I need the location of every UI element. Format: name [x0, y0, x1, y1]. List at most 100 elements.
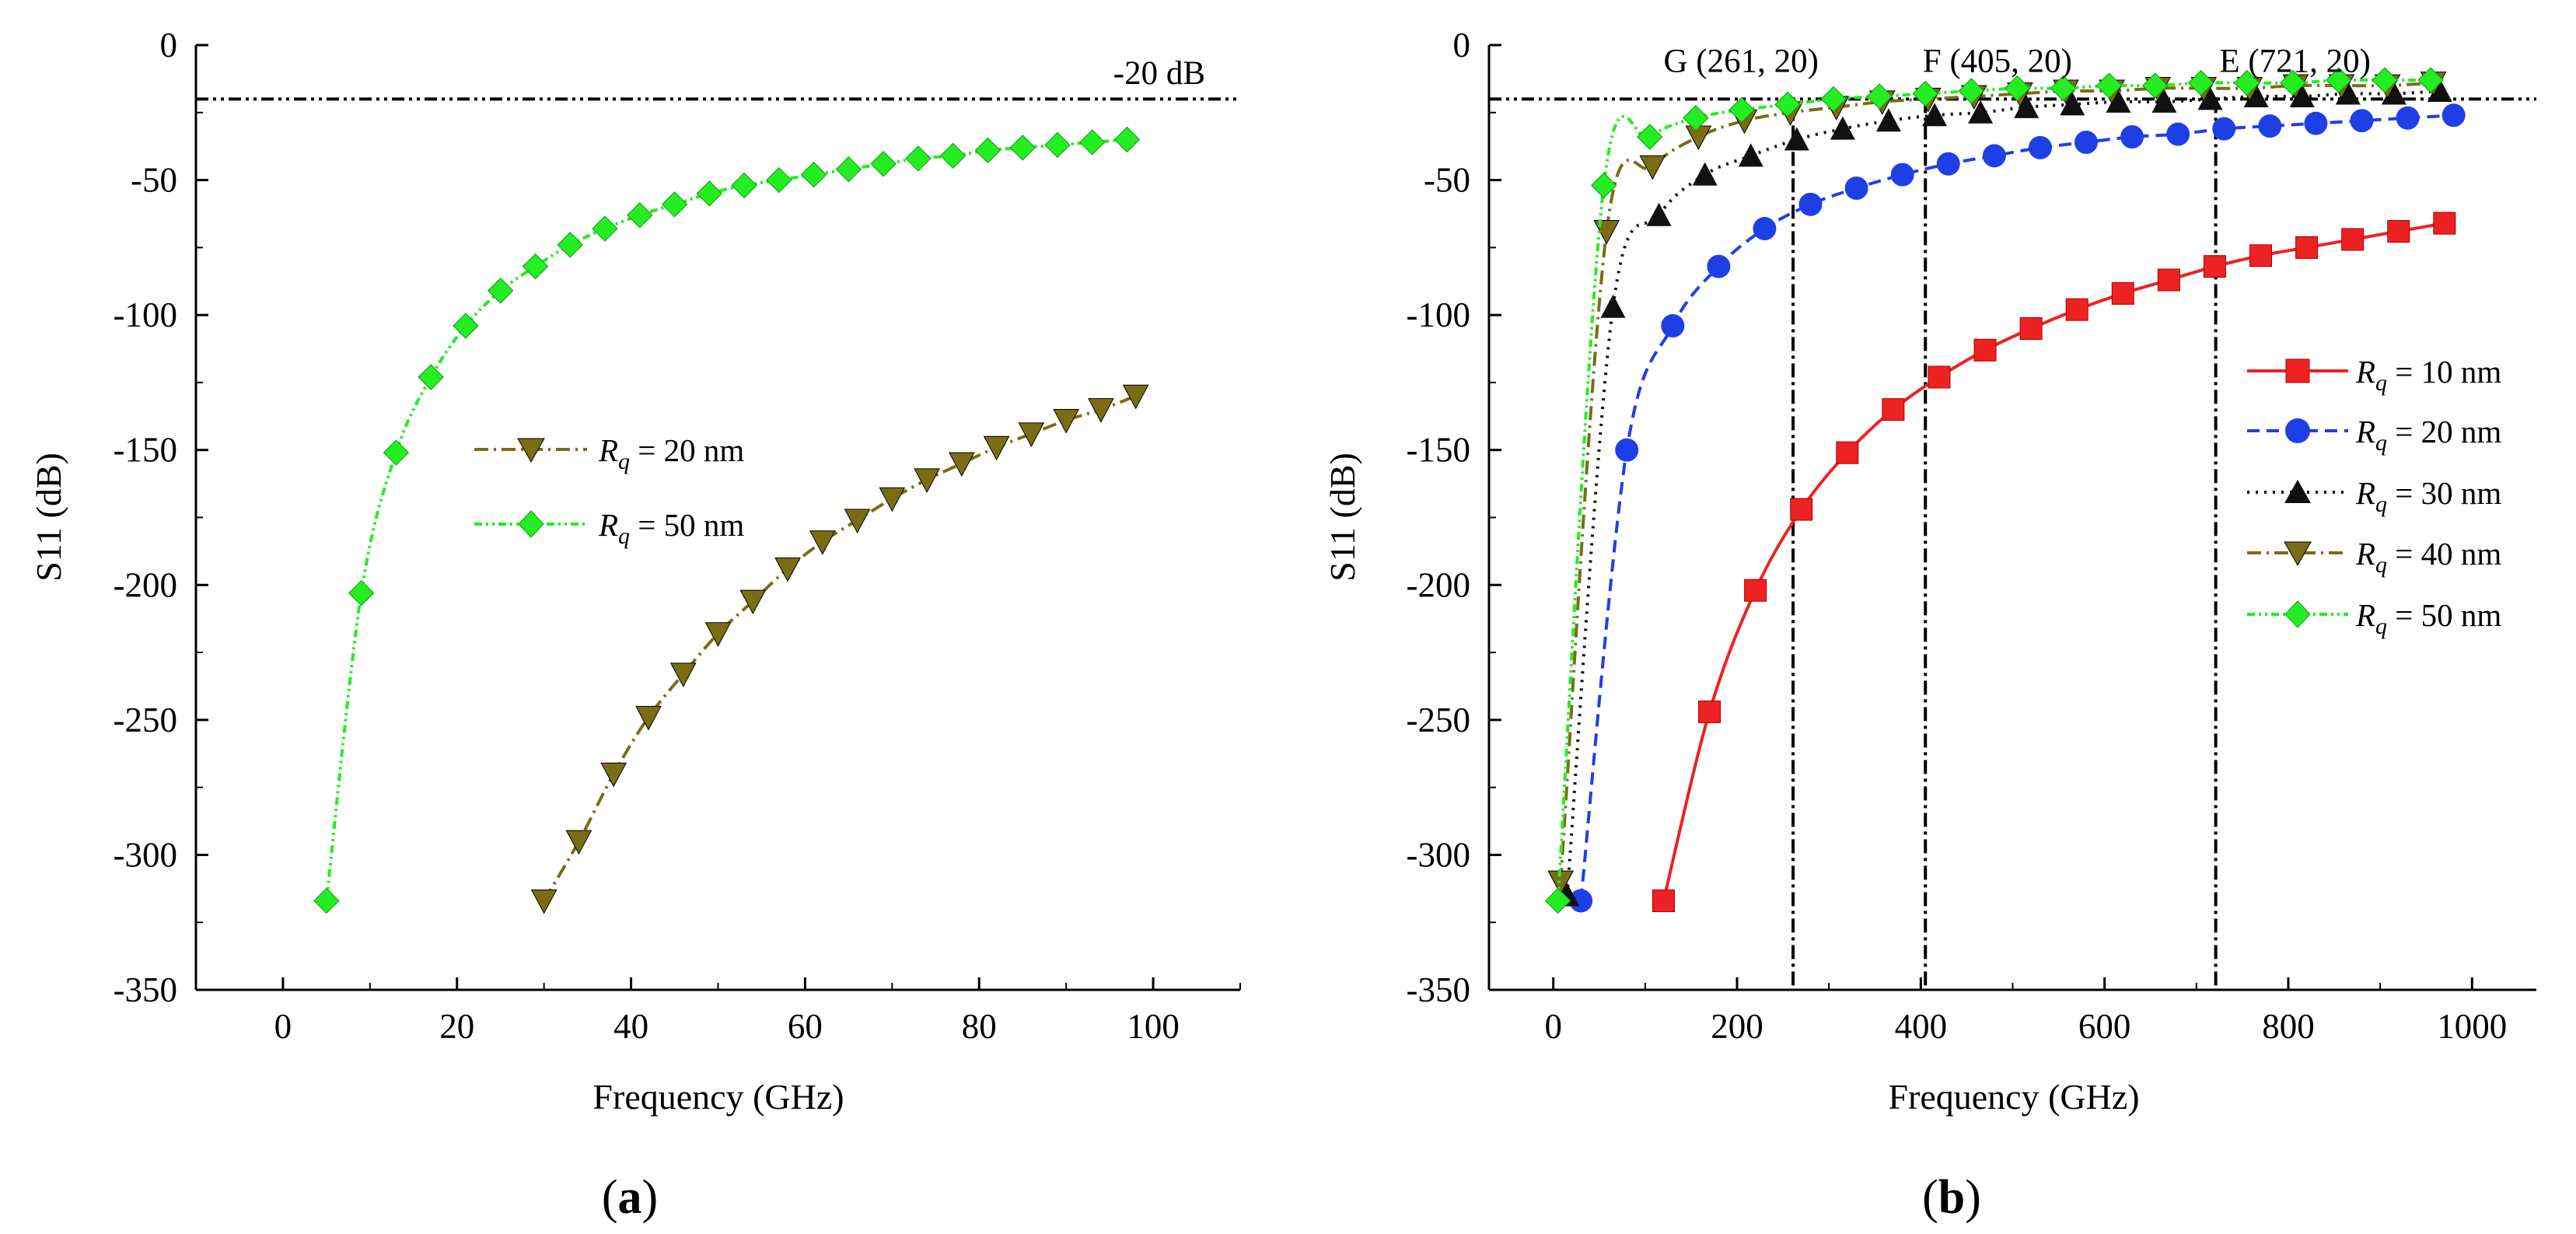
data-point-triangle-down — [809, 530, 836, 555]
data-point-diamond — [974, 137, 1001, 164]
panel-a-legend-entry-20nm: Rq = 20 nm — [474, 432, 744, 474]
legend-marker-triangle-down — [2284, 541, 2312, 567]
data-point-diamond — [1866, 83, 1893, 110]
data-point-diamond — [1728, 96, 1755, 124]
data-point-triangle-down — [704, 622, 732, 647]
data-point-triangle-up — [1738, 143, 1763, 167]
data-point-triangle-down — [669, 662, 697, 687]
data-point-triangle-down — [565, 830, 592, 855]
panel-b-reference-lines — [1489, 97, 2536, 990]
panel-b-legend-entry-30nm: Rq = 30 nm — [2247, 475, 2501, 517]
data-point-triangle-up — [2381, 81, 2406, 105]
y-tick-label: -50 — [131, 161, 177, 200]
panel-a-legend-entry-50nm: Rq = 50 nm — [474, 507, 744, 549]
data-point-diamond — [557, 232, 583, 258]
x-tick-label: 400 — [1895, 1007, 1948, 1046]
data-point-triangle-up — [1968, 100, 1994, 124]
data-point-diamond — [2280, 69, 2306, 96]
panel-a-y-axis-title: S11 (dB) — [29, 453, 68, 582]
data-point-circle — [1707, 254, 1731, 278]
legend-marker-diamond — [518, 510, 544, 538]
data-point-circle — [2120, 125, 2144, 149]
data-point-square — [1652, 889, 1675, 912]
data-point-triangle-up — [2197, 86, 2223, 110]
data-point-triangle-up — [2427, 79, 2452, 103]
data-point-square — [2203, 255, 2226, 278]
series-line — [1579, 114, 2454, 901]
data-point-square — [1790, 498, 1813, 521]
data-point-square — [1928, 365, 1951, 389]
panel-a-label: (a) — [602, 1171, 658, 1224]
legend-marker-circle — [2285, 418, 2310, 443]
data-point-diamond — [661, 191, 688, 218]
panel-b-legend-entry-10nm: Rq = 10 nm — [2247, 354, 2501, 396]
data-point-triangle-down — [635, 705, 662, 731]
data-point-diamond — [2050, 75, 2077, 102]
data-point-square — [1836, 441, 1859, 464]
data-point-triangle-down — [914, 468, 940, 493]
data-point-diamond — [1079, 129, 1106, 156]
panel-a-x-ticks: 0 20 40 60 80 100 — [195, 977, 1241, 1046]
x-tick-label: 800 — [2262, 1007, 2315, 1046]
panel-a-legend-label-50nm: Rq = 50 nm — [598, 507, 744, 549]
series-line — [1662, 222, 2445, 901]
legend-marker-triangle-up — [2284, 480, 2311, 503]
y-tick-label: -100 — [114, 295, 178, 334]
data-point-square — [1882, 398, 1905, 421]
y-tick-label: -300 — [1407, 835, 1471, 874]
panel-b-legend: Rq = 10 nm Rq = 20 nm Rq = 30 nm Rq = 40… — [2247, 354, 2501, 639]
panel-b-legend-label-50nm: Rq = 50 nm — [2355, 597, 2501, 639]
point-annotation: G (261, 20) — [1664, 44, 1819, 80]
x-tick-label: 60 — [788, 1007, 823, 1046]
x-tick-label: 1000 — [2437, 1007, 2507, 1046]
data-point-square — [2111, 281, 2134, 305]
data-point-diamond — [2372, 67, 2398, 93]
data-point-diamond — [696, 180, 723, 207]
panel-b-x-ticks: 0 200 400 600 800 1000 — [1544, 977, 2507, 1046]
x-tick-label: 20 — [439, 1007, 474, 1046]
data-point-diamond — [800, 161, 827, 188]
legend-marker-square — [2285, 358, 2310, 383]
x-tick-label: 200 — [1711, 1007, 1763, 1046]
data-point-triangle-up — [1646, 202, 1672, 226]
data-point-triangle-up — [1875, 108, 1901, 132]
data-point-diamond — [2234, 69, 2260, 96]
panel-a-x-axis-title: Frequency (GHz) — [592, 1077, 844, 1117]
panel-b-legend-label-20nm: Rq = 20 nm — [2355, 414, 2501, 456]
data-point-circle — [2258, 114, 2282, 138]
data-point-triangle-down — [774, 557, 801, 582]
data-point-triangle-up — [2151, 89, 2177, 113]
data-point-triangle-down — [1018, 422, 1045, 447]
data-point-circle — [1844, 176, 1868, 200]
data-point-circle — [2028, 135, 2052, 159]
data-point-square — [2433, 211, 2456, 235]
data-point-triangle-up — [1830, 116, 1855, 140]
data-point-circle — [1982, 144, 2006, 168]
data-point-triangle-up — [2060, 92, 2085, 116]
x-tick-label: 100 — [1127, 1007, 1180, 1046]
data-point-diamond — [1683, 105, 1709, 131]
data-point-triangle-down — [1639, 155, 1666, 180]
data-point-diamond — [522, 253, 549, 280]
data-point-diamond — [1912, 80, 1938, 107]
data-point-diamond — [1590, 172, 1617, 199]
data-point-diamond — [2326, 67, 2352, 93]
data-point-triangle-up — [1692, 162, 1718, 186]
panel-b-legend-entry-40nm: Rq = 40 nm — [2247, 536, 2501, 578]
data-point-diamond — [1113, 126, 1141, 153]
data-point-square — [2387, 220, 2410, 243]
panel-b-annotations: G (261, 20) F (405, 20) E (721, 20) — [1664, 44, 2372, 80]
y-tick-label: -200 — [114, 565, 178, 604]
data-point-circle — [1661, 314, 1685, 338]
y-tick-label: -250 — [1407, 701, 1471, 739]
data-point-square — [2295, 236, 2319, 259]
y-tick-label: -100 — [1407, 295, 1471, 334]
data-point-circle — [1569, 889, 1593, 913]
y-tick-label: -300 — [114, 835, 178, 874]
y-tick-label: 0 — [1453, 26, 1471, 65]
data-point-diamond — [348, 579, 375, 607]
data-point-circle — [1753, 217, 1777, 241]
data-point-diamond — [835, 156, 862, 183]
y-tick-label: -200 — [1407, 565, 1471, 604]
data-point-diamond — [1820, 86, 1847, 113]
